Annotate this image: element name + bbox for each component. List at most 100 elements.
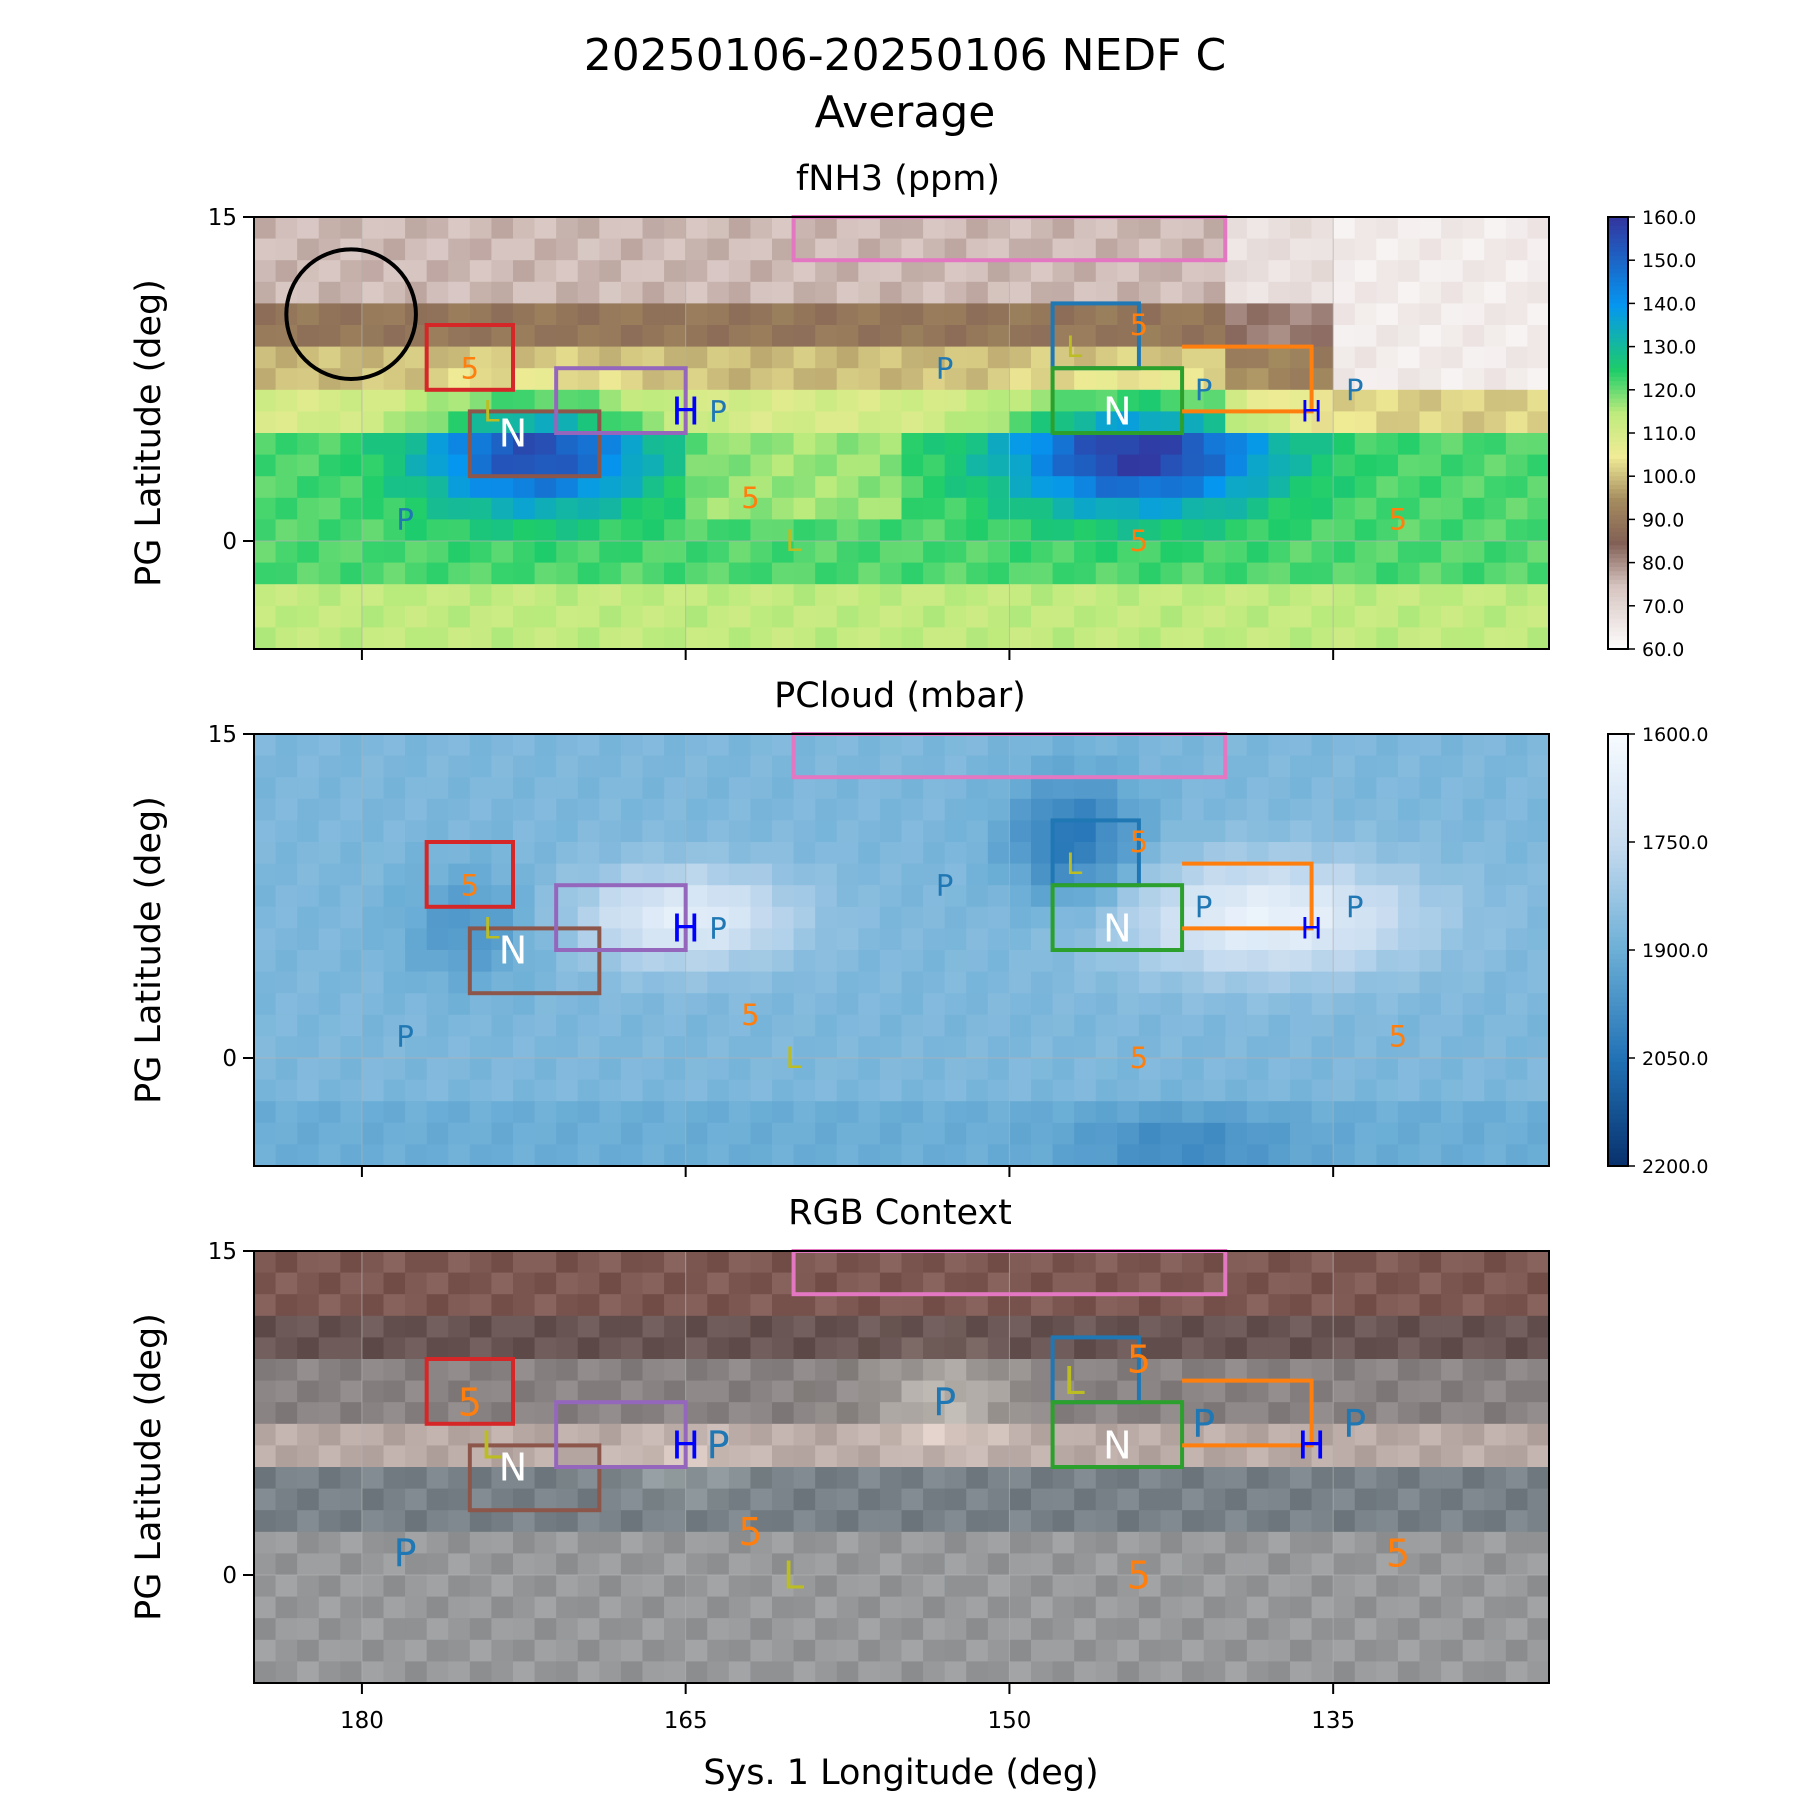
heat-cell xyxy=(1505,1144,1529,1167)
heat-cell xyxy=(1419,1445,1442,1468)
heat-cell xyxy=(793,217,816,240)
heat-cell xyxy=(1419,1531,1442,1554)
heat-cell xyxy=(879,1014,903,1037)
heat-cell xyxy=(469,389,493,412)
heat-cell xyxy=(1441,238,1464,261)
colorbar-segment xyxy=(1608,837,1628,843)
heat-cell xyxy=(1354,1445,1377,1468)
heat-cell xyxy=(620,1058,644,1081)
heat-cell xyxy=(1160,217,1183,240)
heat-cell xyxy=(772,238,795,261)
heat-cell xyxy=(901,1423,924,1446)
heat-cell xyxy=(534,863,557,886)
heat-cell xyxy=(340,476,363,499)
heat-cell xyxy=(513,755,536,778)
heat-cell xyxy=(1074,454,1097,477)
heat-cell xyxy=(815,1423,838,1446)
region-box xyxy=(1050,1400,1185,1469)
heat-cell xyxy=(1052,519,1075,542)
heat-cell xyxy=(1160,1488,1183,1511)
heat-cell xyxy=(987,541,1011,564)
heat-cell xyxy=(1246,281,1270,304)
heat-cell xyxy=(254,1510,277,1533)
heat-cell xyxy=(685,497,708,520)
heat-cell xyxy=(620,885,644,908)
heat-cell xyxy=(642,1488,665,1511)
heat-cell xyxy=(1074,1144,1097,1167)
heat-cell xyxy=(318,562,341,585)
heat-cell xyxy=(1225,1036,1248,1059)
heat-cell xyxy=(1117,842,1140,865)
heat-cell xyxy=(1505,777,1529,800)
heat-cell xyxy=(836,1488,859,1511)
heat-cell xyxy=(1419,928,1442,951)
heat-cell xyxy=(664,777,687,800)
heat-cell xyxy=(1074,1058,1097,1081)
heatmap-rgb xyxy=(254,1251,1550,1684)
heat-cell xyxy=(944,906,967,929)
heat-cell xyxy=(534,1014,557,1037)
heat-cell xyxy=(1138,346,1162,369)
feature-label: H xyxy=(671,1424,700,1468)
heat-cell xyxy=(383,519,406,542)
heat-cell xyxy=(620,1467,644,1490)
colorbar-segment xyxy=(1608,863,1628,869)
heat-cell xyxy=(664,971,687,994)
heat-cell xyxy=(1031,497,1054,520)
heat-cell xyxy=(772,497,795,520)
heat-cell xyxy=(944,863,967,886)
heat-cell xyxy=(254,1101,277,1124)
heat-cell xyxy=(469,260,493,283)
heat-cell xyxy=(1095,863,1118,886)
heat-cell xyxy=(491,562,514,585)
heat-cell xyxy=(361,1101,385,1124)
heat-cell xyxy=(1376,928,1399,951)
heat-cell xyxy=(1268,1639,1291,1662)
colorbar-segment xyxy=(1608,764,1628,770)
heat-cell xyxy=(793,1402,816,1425)
heat-cell xyxy=(1333,734,1356,757)
heat-cell xyxy=(1268,1144,1291,1167)
heat-cell xyxy=(1333,368,1356,391)
heat-cell xyxy=(1182,1639,1205,1662)
heat-cell xyxy=(1246,1079,1270,1102)
heat-cell xyxy=(923,1079,946,1102)
heat-cell xyxy=(491,1639,514,1662)
heat-cell xyxy=(1505,411,1529,434)
heat-cell xyxy=(405,541,428,564)
heat-cell xyxy=(513,1596,536,1619)
heat-cell xyxy=(987,260,1011,283)
heat-cell xyxy=(793,1337,816,1360)
ylabel-rgb: PG Latitude (deg) xyxy=(129,1313,169,1621)
heat-cell xyxy=(1441,1315,1464,1338)
heat-cell xyxy=(383,1488,406,1511)
heat-cell xyxy=(1397,842,1421,865)
heat-cell xyxy=(1117,1488,1140,1511)
heat-cell xyxy=(923,1423,946,1446)
heat-cell xyxy=(642,303,665,326)
heat-cell xyxy=(405,627,428,650)
heat-cell xyxy=(1376,454,1399,477)
colorbar-segment xyxy=(1608,614,1628,620)
heat-cell xyxy=(448,433,471,456)
heat-cell xyxy=(1052,842,1075,865)
heat-cell xyxy=(1095,238,1118,261)
heat-cell xyxy=(275,433,298,456)
heat-cell xyxy=(469,1122,493,1145)
heat-cell xyxy=(1354,820,1377,843)
heat-cell xyxy=(1311,1510,1334,1533)
heat-cell xyxy=(879,950,903,973)
heat-cell xyxy=(1311,368,1334,391)
heat-cell xyxy=(318,346,341,369)
heat-cell xyxy=(297,454,320,477)
heat-cell xyxy=(1138,325,1162,348)
heat-cell xyxy=(1009,627,1032,650)
heat-cell xyxy=(815,1101,838,1124)
heat-cell xyxy=(923,433,946,456)
heat-cell xyxy=(620,1553,644,1576)
heat-cell xyxy=(1462,885,1485,908)
heat-cell xyxy=(1441,303,1464,326)
heat-cell xyxy=(1527,1531,1550,1554)
heat-cell xyxy=(318,820,341,843)
